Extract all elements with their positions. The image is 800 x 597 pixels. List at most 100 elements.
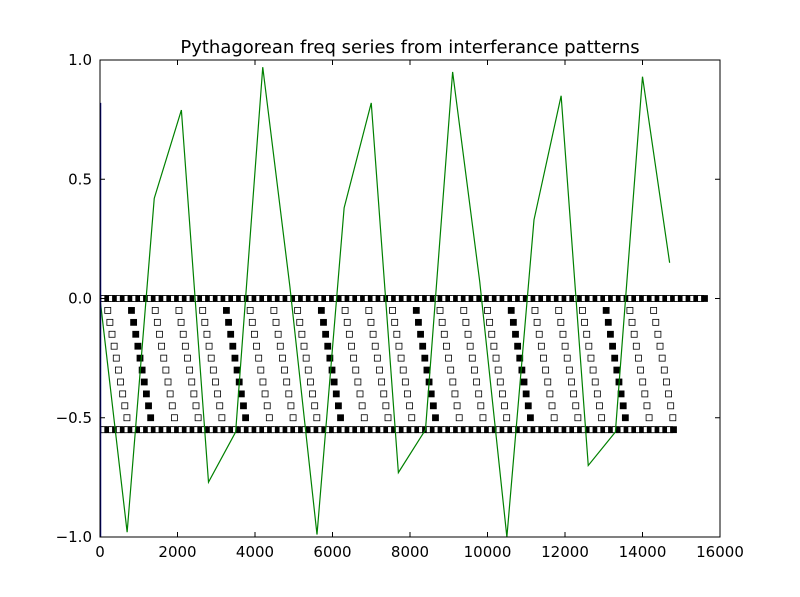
- data-point: [276, 342, 284, 350]
- data-point: [660, 366, 668, 374]
- data-point: [106, 318, 114, 326]
- data-point: [203, 330, 211, 338]
- data-point: [160, 354, 168, 362]
- data-point: [369, 330, 377, 338]
- data-point: [186, 366, 194, 374]
- data-point: [257, 366, 265, 374]
- data-point: [326, 354, 334, 362]
- data-point: [300, 342, 308, 350]
- data-point: [417, 330, 424, 338]
- data-point: [611, 354, 619, 362]
- data-point: [289, 414, 297, 422]
- data-point: [626, 307, 634, 314]
- data-point: [391, 318, 399, 326]
- data-point: [462, 318, 470, 326]
- data-point: [343, 318, 351, 326]
- data-point: [535, 330, 543, 338]
- data-point: [650, 307, 658, 314]
- data-point: [451, 390, 459, 398]
- data-point: [667, 402, 675, 410]
- data-point: [408, 414, 416, 422]
- data-point: [209, 366, 217, 374]
- data-point: [632, 342, 640, 350]
- data-point: [205, 342, 213, 350]
- data-point: [533, 318, 541, 326]
- data-point: [128, 307, 135, 314]
- data-point: [494, 366, 502, 374]
- data-point: [199, 307, 207, 314]
- data-point: [270, 307, 278, 314]
- data-point: [540, 354, 547, 362]
- data-point: [207, 354, 215, 362]
- data-point: [177, 318, 185, 326]
- data-point: [320, 318, 327, 326]
- data-point: [503, 414, 511, 422]
- data-point: [233, 366, 241, 374]
- data-point: [248, 318, 256, 326]
- data-point: [429, 402, 437, 410]
- data-point: [309, 390, 316, 398]
- data-point: [397, 354, 405, 362]
- data-point: [550, 414, 558, 422]
- data-point: [354, 378, 362, 386]
- data-point: [701, 295, 708, 302]
- data-point: [214, 390, 222, 398]
- data-point: [557, 318, 565, 326]
- data-point: [585, 342, 593, 350]
- data-point: [565, 366, 573, 374]
- data-point: [656, 342, 664, 350]
- data-point: [443, 342, 450, 350]
- data-point: [419, 342, 427, 350]
- data-point: [537, 342, 545, 350]
- data-point: [607, 330, 614, 338]
- data-point: [380, 390, 388, 398]
- x-tick-label: 2000: [158, 543, 196, 561]
- data-point: [665, 390, 672, 398]
- data-point: [307, 378, 314, 386]
- data-point: [546, 390, 554, 398]
- data-point: [548, 402, 556, 410]
- data-point: [184, 354, 191, 362]
- x-tick-label: 8000: [391, 543, 429, 561]
- data-point: [151, 307, 159, 314]
- data-point: [153, 318, 161, 326]
- data-point: [283, 378, 291, 386]
- data-point: [190, 390, 198, 398]
- data-point: [168, 402, 176, 410]
- data-point: [296, 318, 304, 326]
- data-point: [231, 354, 239, 362]
- data-point: [574, 414, 582, 422]
- data-point: [591, 378, 599, 386]
- data-point: [421, 354, 429, 362]
- data-point: [350, 354, 358, 362]
- data-point: [641, 390, 649, 398]
- data-point: [509, 318, 517, 326]
- data-point: [401, 378, 409, 386]
- data-point: [466, 342, 474, 350]
- data-point: [335, 402, 342, 410]
- data-point: [639, 378, 647, 386]
- data-point: [136, 354, 144, 362]
- data-point: [156, 330, 163, 338]
- data-point: [544, 378, 552, 386]
- data-point: [583, 330, 591, 338]
- data-point: [313, 414, 321, 422]
- data-point: [501, 402, 508, 410]
- data-point: [581, 318, 588, 326]
- data-point: [572, 402, 580, 410]
- data-point: [499, 390, 506, 398]
- data-point: [561, 342, 569, 350]
- data-point: [104, 307, 112, 314]
- data-point: [609, 342, 616, 350]
- data-point: [531, 307, 539, 314]
- data-point: [621, 414, 629, 422]
- data-point: [371, 342, 379, 350]
- data-point: [473, 378, 480, 386]
- data-point: [477, 402, 485, 410]
- data-point: [378, 378, 386, 386]
- data-point: [512, 330, 519, 338]
- data-point: [317, 307, 325, 314]
- data-point: [568, 378, 575, 386]
- data-point: [613, 366, 621, 374]
- data-point: [337, 414, 344, 422]
